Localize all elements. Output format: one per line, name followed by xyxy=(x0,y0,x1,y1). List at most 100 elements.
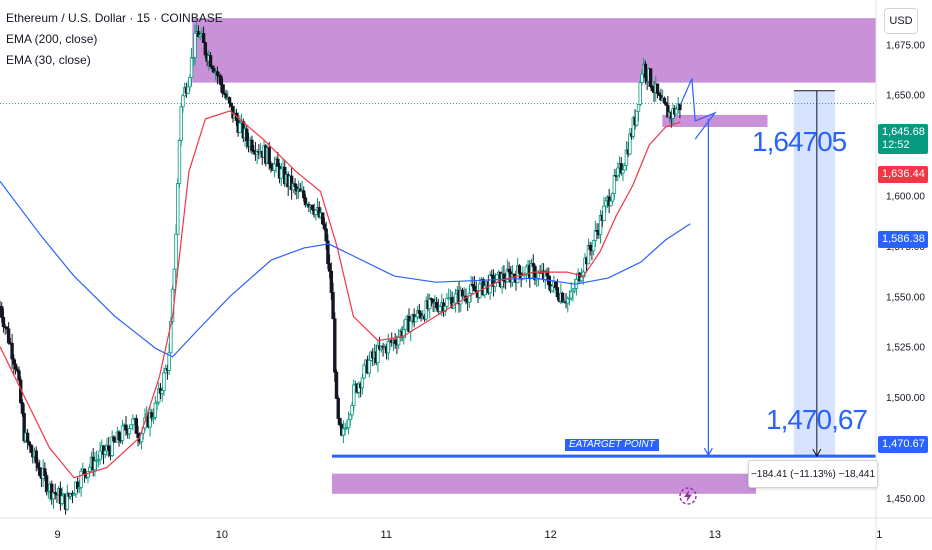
candle-body xyxy=(610,193,615,202)
candle-body xyxy=(609,200,613,207)
candle-body xyxy=(386,340,390,354)
candle-body xyxy=(517,265,522,274)
candle-body xyxy=(176,183,180,235)
symbol-title[interactable]: Ethereum / U.S. Dollar · 15 · COINBASE xyxy=(6,11,223,25)
projection-arrow-head xyxy=(703,447,713,457)
candle-body xyxy=(403,318,408,331)
candle-body xyxy=(635,110,639,126)
candle-body xyxy=(229,102,233,107)
candle-body xyxy=(428,298,432,309)
candle-body xyxy=(638,82,642,105)
candle-body xyxy=(329,270,334,293)
candle-body xyxy=(44,475,49,493)
candle-body xyxy=(348,414,353,421)
candle-body xyxy=(445,297,449,307)
candle-body xyxy=(227,97,232,104)
candle-body xyxy=(37,467,42,476)
measure-arrow-head xyxy=(812,448,822,458)
entry-level-label: 1,64705 xyxy=(752,126,847,157)
candle-body xyxy=(664,102,668,106)
ema-lines xyxy=(0,110,691,479)
candle-body xyxy=(120,425,125,441)
candle-body xyxy=(338,418,342,425)
candle-body xyxy=(103,450,107,455)
chart-legend: Ethereum / U.S. Dollar · 15 · COINBASE E… xyxy=(6,8,223,71)
candle-body xyxy=(245,128,249,142)
ema30-price-tag: 1,636.44 xyxy=(878,166,928,183)
candle-body xyxy=(250,139,254,151)
lightning-icon[interactable] xyxy=(678,486,698,506)
candle-body xyxy=(453,293,458,304)
candle-body xyxy=(293,183,297,188)
candle-body xyxy=(414,316,418,323)
y-tick-label: 1,500.00 xyxy=(886,393,925,404)
candle-body xyxy=(443,305,447,312)
candle-body xyxy=(79,470,83,488)
candle-body xyxy=(612,175,617,194)
candle-body xyxy=(201,33,206,44)
candle-body xyxy=(107,445,111,451)
candle-body xyxy=(25,432,30,443)
x-tick-label: 1 xyxy=(876,529,882,541)
candle-body xyxy=(20,402,25,414)
ema200-line xyxy=(0,181,691,358)
y-tick-label: 1,550.00 xyxy=(886,292,925,303)
candle-body xyxy=(467,292,472,303)
candle-body xyxy=(276,158,280,167)
candle-body xyxy=(616,167,620,176)
candle-body xyxy=(162,372,166,392)
candle-body xyxy=(17,370,21,381)
target-level-label: 1,470,67 xyxy=(766,404,868,435)
projection-zigzag xyxy=(679,78,717,140)
price-axis-bg xyxy=(876,0,932,550)
candle-body xyxy=(6,328,11,344)
candle-body xyxy=(110,436,114,456)
candle-body xyxy=(174,233,178,270)
candle-body xyxy=(50,483,54,500)
candle-body xyxy=(215,71,220,76)
candle-body xyxy=(98,450,102,460)
candle-body xyxy=(628,133,632,155)
candle-body xyxy=(376,345,380,363)
candle-body xyxy=(367,359,372,374)
supply-demand-zones xyxy=(192,18,896,494)
candle-body xyxy=(678,103,682,111)
candle-body xyxy=(472,285,477,292)
candle-body xyxy=(181,95,185,108)
ema30-line xyxy=(0,110,681,479)
candle-body xyxy=(621,169,625,174)
target-price-tag: 1,470.67 xyxy=(878,436,928,453)
candle-body xyxy=(219,75,223,86)
candle-body xyxy=(303,197,308,206)
candle-body xyxy=(531,263,535,267)
candle-body xyxy=(336,397,340,419)
ema30-legend[interactable]: EMA (30, close) xyxy=(6,53,91,67)
candle-body xyxy=(623,165,627,171)
y-tick-label: 1,525.00 xyxy=(886,343,925,354)
price-range-measure: −184.41 (−11.13%) −18,441 xyxy=(748,460,878,488)
candle-body xyxy=(302,190,306,199)
y-tick-label: 1,600.00 xyxy=(886,192,925,203)
candle-body xyxy=(36,462,40,469)
candle-body xyxy=(117,431,121,441)
y-tick-label: 1,450.00 xyxy=(886,494,925,505)
candle-body xyxy=(417,310,422,314)
candle-body xyxy=(29,444,33,453)
candle-body xyxy=(362,364,366,379)
candle-body xyxy=(153,402,158,418)
candle-body xyxy=(267,147,271,165)
candle-body xyxy=(43,468,47,477)
ema200-legend[interactable]: EMA (200, close) xyxy=(6,32,98,46)
candle-body xyxy=(136,433,140,439)
candle-body xyxy=(0,306,4,318)
candle-body xyxy=(602,205,606,221)
candle-body xyxy=(550,285,554,292)
candle-body xyxy=(10,342,14,360)
candle-body xyxy=(505,268,510,283)
currency-button[interactable]: USD xyxy=(884,8,918,34)
candle-body xyxy=(1,316,6,328)
candle-body xyxy=(593,230,598,242)
bar-countdown: 12:52 xyxy=(882,139,910,151)
